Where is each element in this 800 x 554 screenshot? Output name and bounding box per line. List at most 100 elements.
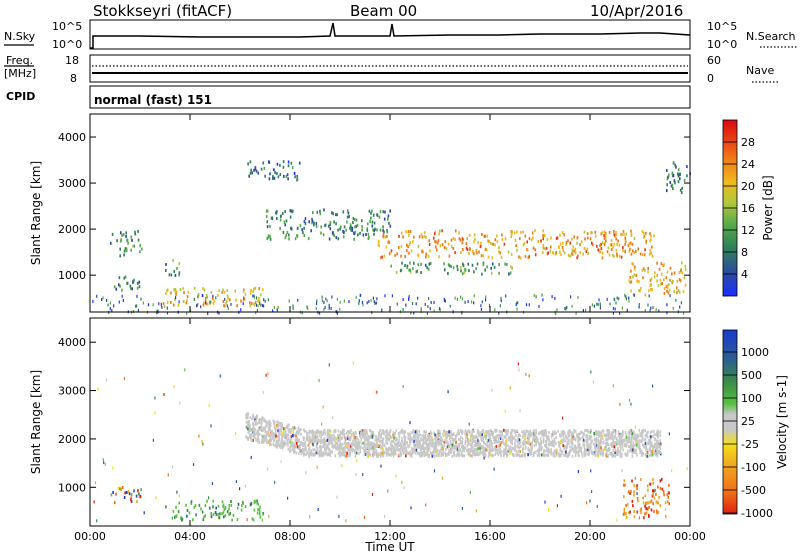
velocity-cell	[653, 444, 656, 448]
velocity-cell	[540, 448, 543, 451]
velocity-cell	[492, 436, 495, 439]
velocity-cell	[140, 488, 142, 492]
velocity-cell	[460, 441, 462, 445]
power-cell	[132, 279, 134, 283]
velocity-cell	[577, 470, 579, 474]
velocity-cell	[633, 450, 635, 454]
velocity-cell	[659, 439, 661, 443]
power-cell	[586, 236, 589, 240]
velocity-cell	[426, 448, 429, 452]
power-cell	[118, 300, 120, 304]
velocity-cell	[446, 453, 448, 457]
velocity-cell	[363, 436, 366, 440]
velocity-cell	[316, 446, 319, 450]
velocity-cell	[330, 430, 332, 433]
velocity-cell	[360, 438, 363, 442]
velocity-cell	[263, 418, 266, 422]
velocity-cell	[562, 444, 565, 448]
velocity-cell	[322, 443, 325, 447]
velocity-cell	[568, 442, 570, 445]
nsky-bottom-tick: 10^0	[52, 38, 82, 51]
power-cell	[291, 166, 294, 170]
velocity-cell	[268, 420, 270, 424]
velocity-cell	[608, 430, 610, 433]
power-cell	[488, 240, 491, 243]
velocity-cell	[520, 445, 522, 448]
velocity-cell	[446, 432, 449, 435]
velocity-cell	[686, 467, 688, 470]
velocity-cell	[471, 434, 473, 438]
velocity-cell	[607, 437, 609, 441]
velocity-cell	[651, 444, 653, 448]
velocity-cell	[321, 422, 323, 426]
power-cell	[253, 294, 255, 298]
velocity-cell	[522, 443, 525, 447]
velocity-cell	[510, 431, 513, 435]
velocity-cell	[219, 374, 221, 378]
velocity-cell	[277, 443, 279, 447]
power-cell	[385, 245, 388, 249]
velocity-cell	[656, 440, 658, 443]
velocity-cell	[434, 438, 437, 442]
power-cell	[589, 237, 592, 241]
velocity-cell	[561, 439, 564, 443]
velocity-cell	[261, 426, 263, 430]
power-cell	[645, 239, 647, 243]
power-cell	[686, 165, 688, 169]
velocity-cell	[261, 518, 263, 522]
velocity-cell	[414, 430, 417, 434]
velocity-cell	[638, 443, 641, 447]
velocity-cell	[434, 447, 436, 451]
velocity-cell	[467, 448, 470, 451]
power-cell	[501, 237, 504, 241]
power-cell	[122, 233, 125, 237]
power-cell	[382, 234, 384, 238]
power-cell	[676, 279, 679, 283]
velocity-cell	[648, 506, 650, 509]
velocity-cell	[646, 484, 649, 488]
velocity-cell	[599, 433, 602, 437]
velocity-cell	[430, 452, 433, 455]
velocity-cell	[528, 450, 531, 454]
velocity-cell	[273, 420, 276, 424]
velocity-cell	[372, 430, 374, 434]
power-cell	[315, 224, 318, 228]
velocity-cell	[318, 378, 320, 382]
velocity-cell	[590, 440, 593, 444]
velocity-cell	[414, 437, 416, 441]
velocity-cell	[578, 448, 581, 452]
power-cell	[486, 265, 488, 269]
y-tick-label: 2000	[58, 223, 86, 236]
velocity-cell	[644, 506, 647, 510]
power-cell	[285, 233, 287, 237]
velocity-cell	[546, 438, 548, 442]
velocity-cell	[632, 435, 634, 439]
velocity-cell	[345, 519, 347, 523]
power-cell	[290, 227, 293, 231]
velocity-cell	[636, 510, 639, 514]
velocity-cell	[470, 454, 473, 458]
velocity-cell	[633, 493, 635, 497]
velocity-cell	[588, 443, 590, 447]
velocity-cell	[524, 435, 526, 439]
velocity-cell	[424, 431, 427, 435]
power-cell	[251, 302, 253, 306]
velocity-cell	[586, 445, 588, 449]
power-cell	[625, 297, 628, 301]
velocity-cell	[582, 432, 584, 436]
power-cell	[137, 308, 139, 312]
power-cell	[473, 270, 475, 274]
velocity-cell	[479, 432, 481, 436]
velocity-cell	[364, 443, 366, 447]
velocity-cell	[309, 515, 311, 519]
velocity-cell	[465, 431, 468, 435]
power-cell	[163, 305, 166, 308]
velocity-cell	[586, 437, 589, 441]
power-cell	[388, 240, 390, 244]
velocity-cell	[547, 447, 550, 451]
velocity-cell	[339, 441, 342, 445]
power-cell	[679, 177, 681, 181]
velocity-cell	[657, 442, 659, 445]
velocity-y-title: Slant Range [km]	[29, 370, 43, 474]
velocity-cell	[178, 501, 180, 505]
